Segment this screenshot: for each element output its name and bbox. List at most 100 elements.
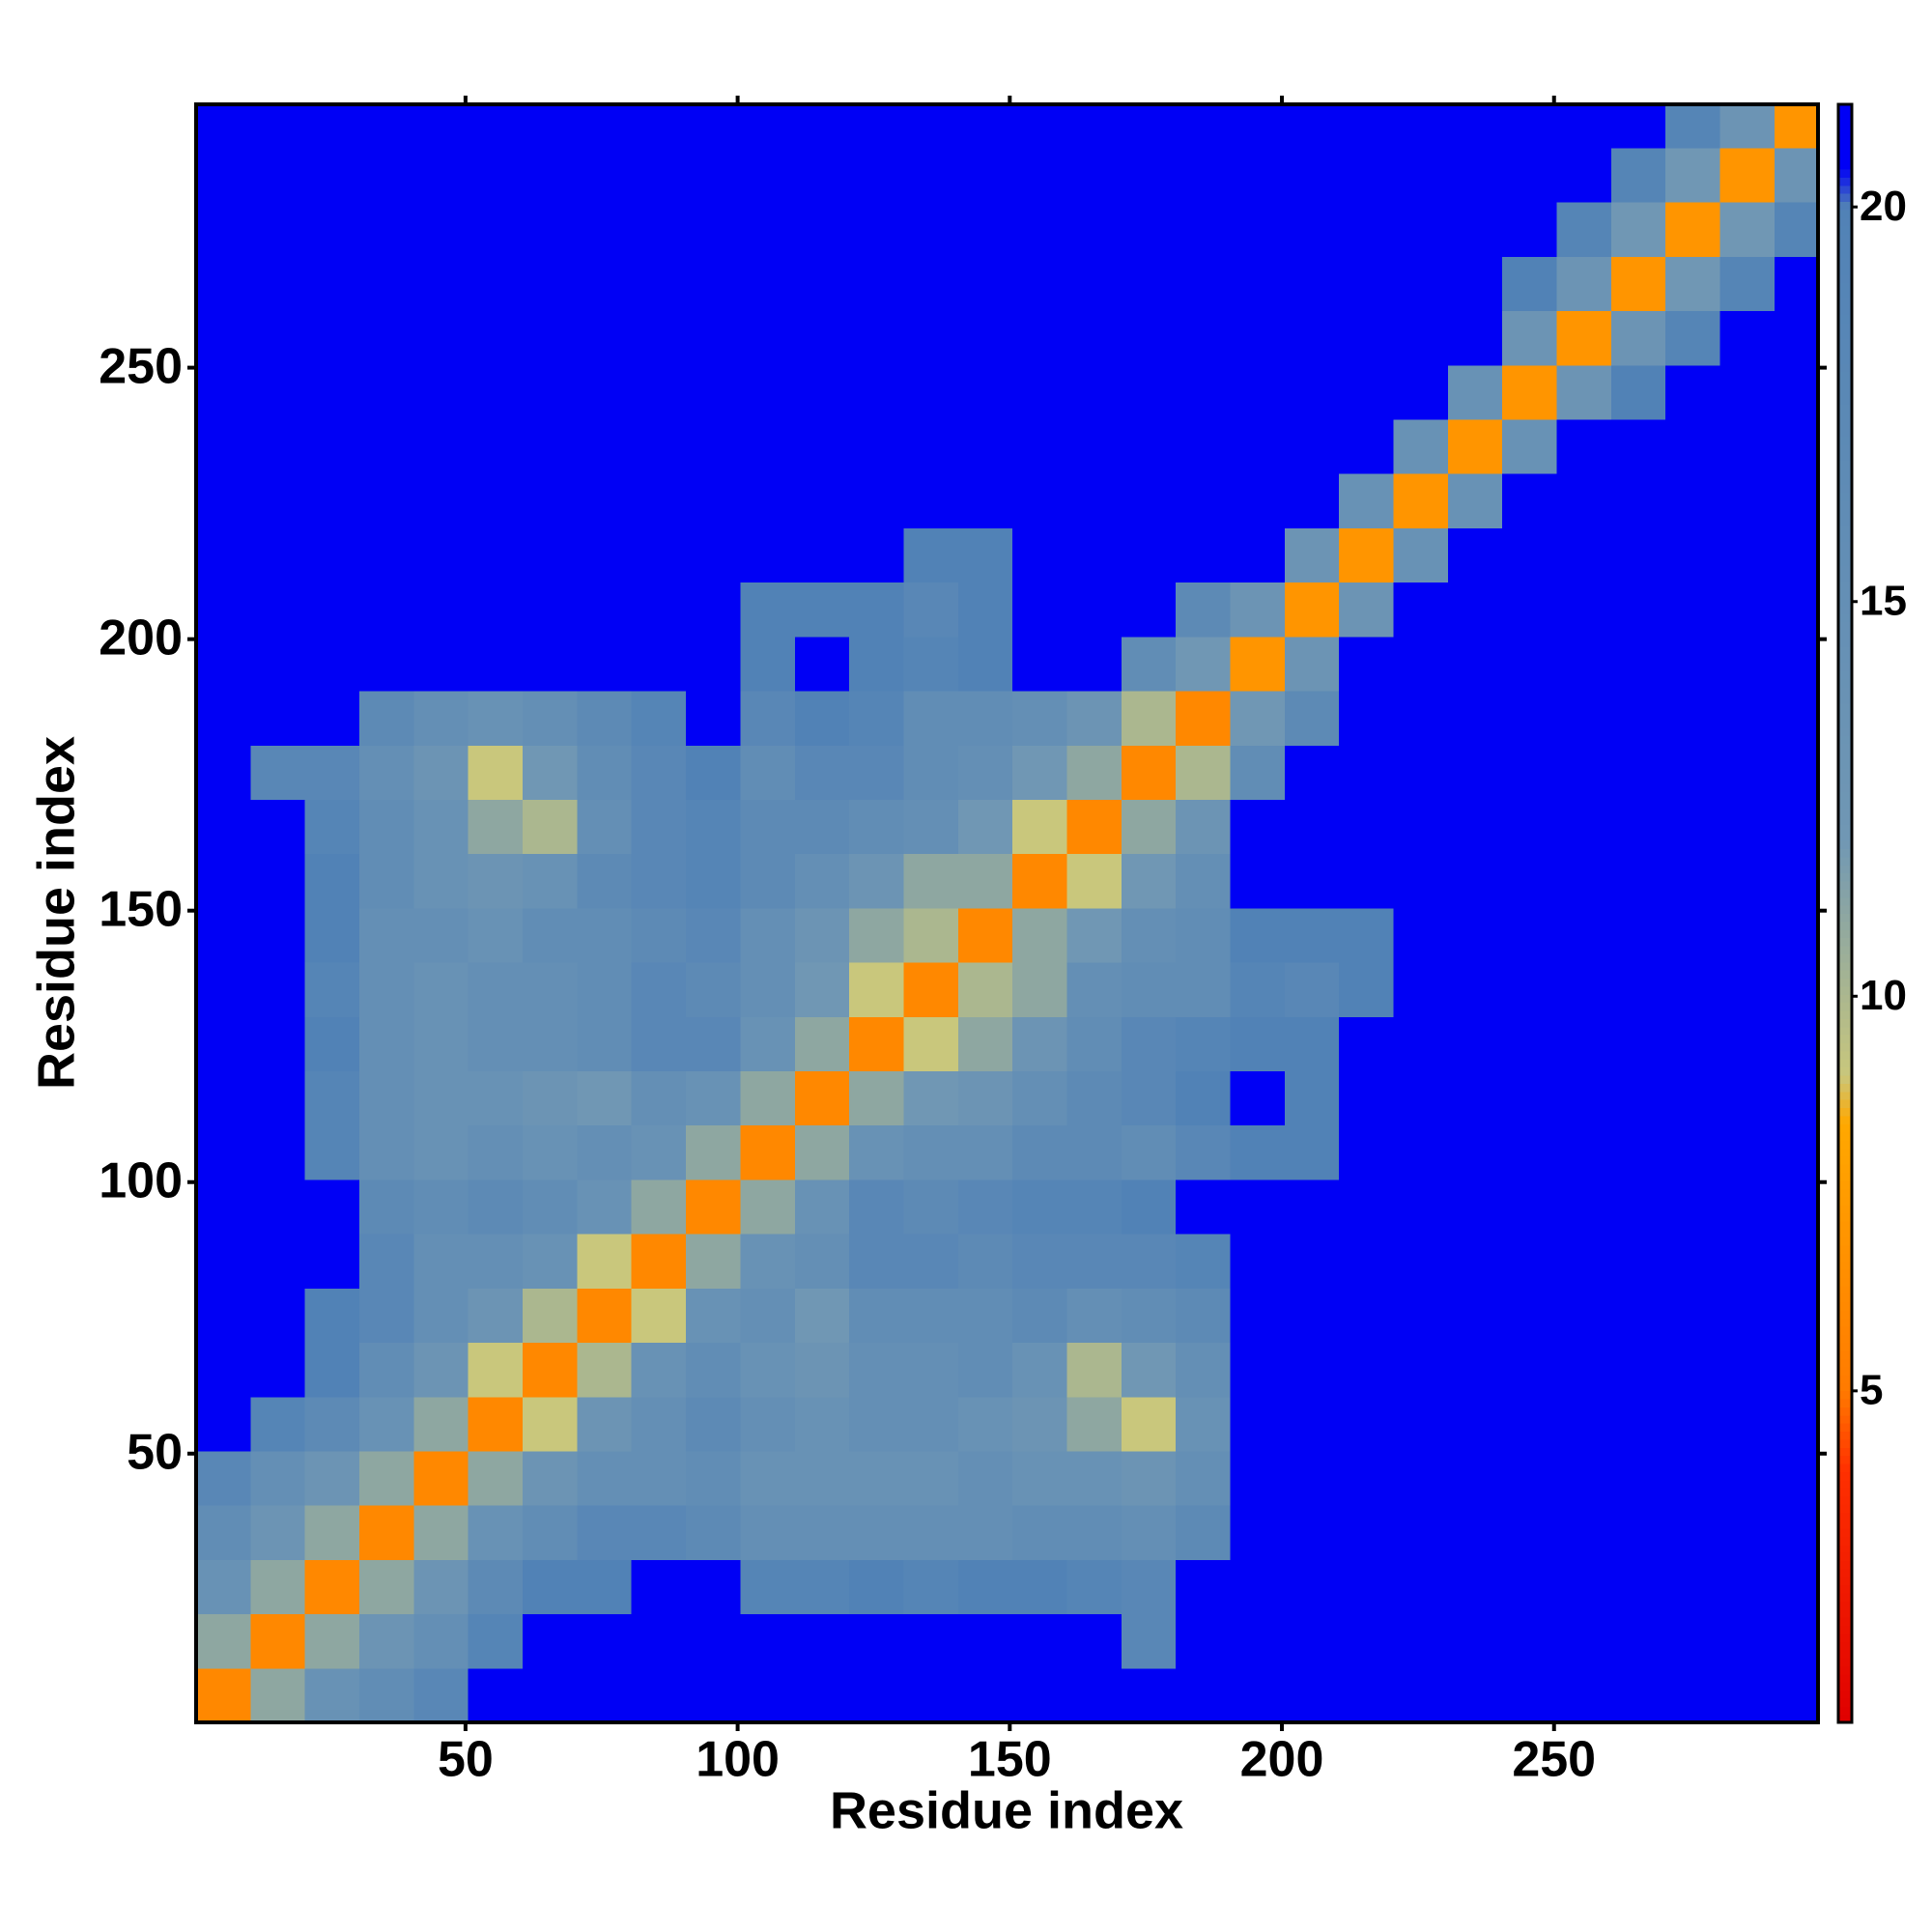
- colorbar-segment: [1838, 872, 1852, 882]
- cell: [1719, 256, 1776, 312]
- cell: [1719, 1450, 1776, 1506]
- cell: [794, 1288, 850, 1344]
- cell: [250, 1016, 306, 1072]
- cell: [359, 799, 414, 855]
- cell: [794, 104, 850, 149]
- cell: [1284, 962, 1340, 1017]
- cell: [523, 962, 578, 1017]
- cell: [196, 853, 251, 909]
- cell: [740, 962, 796, 1017]
- cell: [413, 1450, 469, 1506]
- colorbar-segment: [1838, 1277, 1852, 1287]
- cell: [250, 1288, 306, 1344]
- cell: [1393, 1124, 1449, 1180]
- colorbar-segment: [1838, 1188, 1852, 1198]
- cell: [1066, 104, 1122, 149]
- cell: [1502, 636, 1558, 692]
- heatmap-cells: [196, 104, 1819, 1723]
- cell: [1176, 310, 1232, 366]
- colorbar-segment: [1838, 395, 1852, 405]
- cell: [250, 310, 306, 366]
- cell: [1284, 202, 1340, 257]
- colorbar-segment: [1838, 1366, 1852, 1376]
- cell: [686, 691, 741, 746]
- colorbar-segment: [1838, 662, 1852, 671]
- cell: [304, 745, 360, 800]
- cell: [523, 256, 578, 312]
- colorbar-segment: [1838, 484, 1852, 494]
- cell: [1121, 147, 1177, 203]
- cell: [577, 364, 633, 420]
- cell: [577, 1450, 633, 1506]
- cell: [1230, 310, 1286, 366]
- cell: [1393, 527, 1449, 583]
- cell: [1176, 1288, 1232, 1344]
- colorbar-segment: [1838, 371, 1852, 381]
- cell: [1284, 1667, 1340, 1723]
- cell: [957, 1179, 1013, 1235]
- cell: [1719, 1016, 1776, 1072]
- colorbar-segment: [1838, 363, 1852, 372]
- cell: [1774, 1505, 1819, 1560]
- cell: [849, 582, 904, 638]
- cell: [1610, 147, 1666, 203]
- colorbar-segment: [1838, 120, 1852, 129]
- cell: [1774, 745, 1819, 800]
- cell: [1176, 582, 1232, 638]
- cell: [631, 1342, 687, 1398]
- cell: [250, 691, 306, 746]
- colorbar-segment: [1838, 338, 1852, 348]
- cell: [1393, 1070, 1449, 1126]
- colorbar-segment: [1838, 1617, 1852, 1626]
- cell: [304, 1124, 360, 1180]
- cell: [1393, 1342, 1449, 1398]
- cell: [740, 1342, 796, 1398]
- cell: [196, 636, 251, 692]
- colorbar-segment: [1838, 1577, 1852, 1586]
- cell: [1012, 202, 1067, 257]
- colorbar-segment: [1838, 1406, 1852, 1416]
- colorbar-segment: [1838, 1528, 1852, 1537]
- cell: [1121, 1288, 1177, 1344]
- cell: [523, 853, 578, 909]
- cell: [1230, 1667, 1286, 1723]
- cell: [1230, 473, 1286, 528]
- x-tick-label: 200: [1240, 1732, 1324, 1788]
- cell: [1719, 419, 1776, 474]
- cell: [631, 147, 687, 203]
- cell: [468, 473, 524, 528]
- cell: [849, 636, 904, 692]
- cell: [1339, 1288, 1395, 1344]
- colorbar-segment: [1838, 905, 1852, 914]
- cell: [903, 1667, 959, 1723]
- cell: [196, 104, 251, 149]
- cell: [196, 473, 251, 528]
- cell: [1774, 1396, 1819, 1452]
- cell: [1176, 202, 1232, 257]
- cell: [1665, 147, 1721, 203]
- colorbar-segment: [1838, 670, 1852, 680]
- colorbar-segment: [1838, 695, 1852, 704]
- cell: [196, 799, 251, 855]
- cell: [903, 962, 959, 1017]
- cell: [1230, 256, 1286, 312]
- cell: [686, 256, 741, 312]
- cell: [1339, 473, 1395, 528]
- cell: [1176, 1124, 1232, 1180]
- cell: [413, 799, 469, 855]
- cell: [577, 1124, 633, 1180]
- cell: [794, 1450, 850, 1506]
- cell: [849, 1070, 904, 1126]
- cell: [413, 582, 469, 638]
- cell: [1610, 310, 1666, 366]
- cell: [1339, 1070, 1395, 1126]
- cell: [1121, 853, 1177, 909]
- cell: [577, 1016, 633, 1072]
- cell: [1447, 1505, 1503, 1560]
- cell: [1665, 962, 1721, 1017]
- cell: [686, 1667, 741, 1723]
- cell: [686, 636, 741, 692]
- cell: [1230, 907, 1286, 963]
- cell: [1121, 473, 1177, 528]
- cell: [1774, 1450, 1819, 1506]
